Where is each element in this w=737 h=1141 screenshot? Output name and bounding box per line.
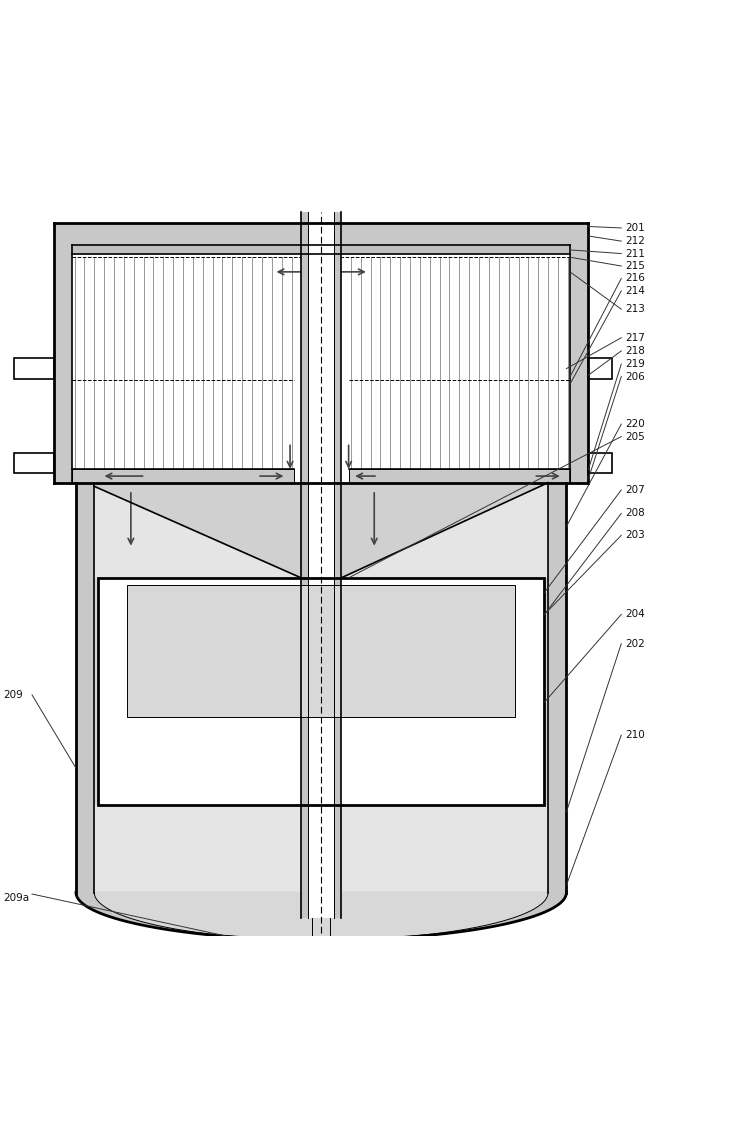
Text: 207: 207 <box>624 485 644 495</box>
Polygon shape <box>304 944 338 962</box>
Bar <box>548 483 566 892</box>
Bar <box>301 212 341 919</box>
Text: 214: 214 <box>624 286 644 296</box>
Bar <box>14 453 54 474</box>
Bar <box>588 358 612 379</box>
Bar <box>349 469 570 483</box>
Text: 209a: 209a <box>3 892 29 903</box>
Text: 219: 219 <box>624 359 644 369</box>
Bar <box>54 222 588 245</box>
Text: 220: 220 <box>624 419 644 429</box>
Bar <box>72 257 293 469</box>
Text: 212: 212 <box>624 236 644 246</box>
Text: 210: 210 <box>624 730 644 741</box>
Bar <box>94 483 548 892</box>
Bar <box>72 469 293 483</box>
Text: 211: 211 <box>624 249 644 259</box>
Bar <box>94 577 98 804</box>
Bar <box>570 245 588 483</box>
Bar <box>544 577 548 804</box>
Bar <box>349 257 570 469</box>
Polygon shape <box>76 892 566 940</box>
Text: 215: 215 <box>624 261 644 272</box>
Text: 204: 204 <box>624 609 644 620</box>
Text: 206: 206 <box>624 372 644 381</box>
Polygon shape <box>94 483 301 577</box>
Bar <box>588 453 612 474</box>
Bar <box>98 577 544 804</box>
Polygon shape <box>94 892 548 940</box>
Bar <box>127 585 514 717</box>
Text: 201: 201 <box>624 222 644 233</box>
Text: 205: 205 <box>624 431 644 442</box>
Bar <box>76 483 94 892</box>
Text: 217: 217 <box>624 333 644 342</box>
Text: 209: 209 <box>3 690 23 699</box>
Bar <box>54 245 72 483</box>
Bar <box>98 577 544 804</box>
Text: 216: 216 <box>624 274 644 283</box>
Bar <box>14 358 54 379</box>
Text: 208: 208 <box>624 509 644 518</box>
Text: 203: 203 <box>624 531 644 541</box>
Bar <box>308 212 334 919</box>
Text: 218: 218 <box>624 346 644 356</box>
Text: 202: 202 <box>624 639 644 649</box>
Bar <box>72 245 570 253</box>
Text: 213: 213 <box>624 305 644 314</box>
Polygon shape <box>341 483 548 577</box>
